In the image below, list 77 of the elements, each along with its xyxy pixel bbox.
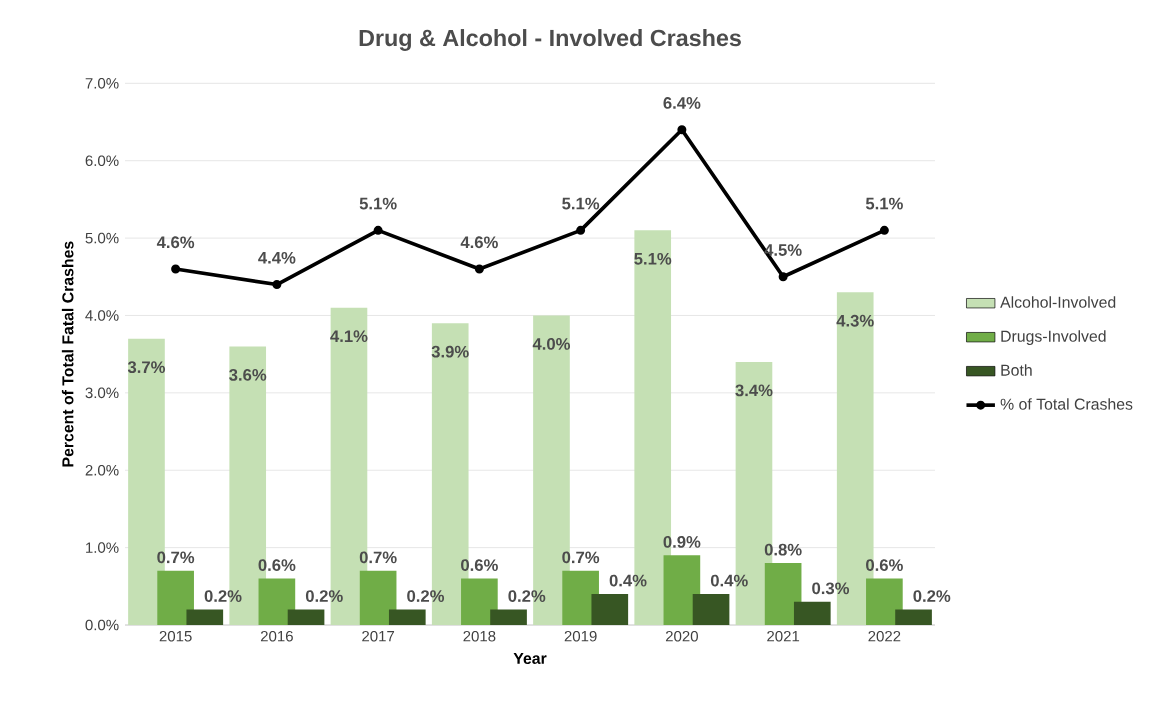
x-tick-label: 2022 — [868, 630, 901, 642]
data-label: 4.1% — [330, 330, 368, 343]
point — [879, 225, 889, 235]
data-label: 0.7% — [157, 551, 195, 564]
data-label: 0.7% — [562, 551, 600, 564]
bar — [157, 570, 194, 625]
y-axis-title: Percent of Total Fatal Crashes — [61, 241, 74, 467]
y-tick-label: 1.0% — [86, 542, 119, 553]
point — [272, 280, 282, 290]
point — [474, 264, 484, 274]
data-label: 0.4% — [609, 574, 647, 587]
y-tick-label: 6.0% — [85, 155, 119, 167]
data-label: 0.8% — [764, 543, 802, 556]
chart-title: Drug & Alcohol - Involved Crashes — [359, 29, 741, 51]
x-tick-label: 2019 — [564, 630, 597, 642]
data-label: 6.4% — [663, 97, 701, 109]
bar — [663, 555, 701, 625]
point — [576, 225, 586, 235]
y-tick-label: 0.0% — [85, 619, 119, 631]
y-tick-label: 2.0% — [85, 464, 119, 476]
data-label: 0.6% — [258, 559, 296, 572]
data-label: 0.2% — [305, 590, 343, 602]
legend-label: Both — [1001, 364, 1032, 376]
bar — [793, 601, 831, 625]
bar — [388, 609, 426, 625]
data-label: 5.1% — [562, 197, 600, 210]
data-label: 4.6% — [460, 236, 498, 249]
bar — [461, 578, 498, 625]
bar — [895, 609, 932, 625]
point — [373, 225, 383, 235]
y-tick-label: 5.0% — [85, 232, 119, 244]
data-label: 0.2% — [508, 590, 546, 602]
data-label: 5.1% — [359, 197, 397, 210]
bar — [258, 578, 296, 625]
data-label: 4.0% — [532, 338, 571, 350]
bar — [490, 609, 527, 625]
data-label: 3.9% — [431, 345, 469, 358]
bar — [186, 609, 224, 625]
data-label: 0.6% — [866, 559, 903, 572]
data-label: 4.4% — [258, 251, 296, 264]
point — [171, 264, 181, 274]
bar — [591, 594, 629, 625]
data-label: 0.2% — [407, 590, 445, 602]
point — [778, 272, 788, 282]
x-tick-label: 2015 — [159, 630, 192, 642]
bar — [764, 563, 802, 625]
bar — [692, 594, 730, 625]
bar — [287, 609, 325, 625]
data-label: 0.2% — [913, 590, 951, 602]
x-tick-label: 2020 — [665, 630, 698, 642]
data-label: 0.9% — [663, 536, 701, 548]
x-tick-label: 2018 — [463, 630, 496, 642]
x-tick-label: 2016 — [260, 630, 293, 642]
y-tick-label: 7.0% — [85, 78, 119, 89]
data-label: 0.6% — [461, 559, 498, 572]
data-label: 0.2% — [204, 590, 242, 602]
data-label: 5.1% — [865, 197, 903, 210]
data-label: 4.6% — [156, 236, 195, 249]
data-label: 3.7% — [127, 361, 166, 374]
data-label: 4.3% — [836, 314, 874, 327]
data-label: 5.1% — [634, 252, 672, 265]
x-axis-title: Year — [513, 652, 547, 664]
y-tick-label: 3.0% — [85, 387, 119, 399]
data-label: 0.7% — [359, 551, 397, 564]
bar — [359, 570, 397, 625]
point — [677, 125, 687, 135]
legend-label: % of Total Crashes — [1000, 398, 1133, 410]
legend-label: Drugs-Involved — [1001, 330, 1106, 345]
x-tick-label: 2021 — [767, 630, 800, 642]
y-tick-label: 4.0% — [85, 310, 119, 321]
bar — [866, 578, 903, 625]
data-label: 3.4% — [735, 384, 773, 397]
data-label: 0.4% — [710, 574, 748, 587]
x-tick-label: 2017 — [362, 630, 395, 642]
data-label: 0.3% — [812, 582, 850, 595]
data-label: 3.6% — [229, 368, 267, 381]
legend-label: Alcohol-Involved — [1000, 296, 1116, 308]
